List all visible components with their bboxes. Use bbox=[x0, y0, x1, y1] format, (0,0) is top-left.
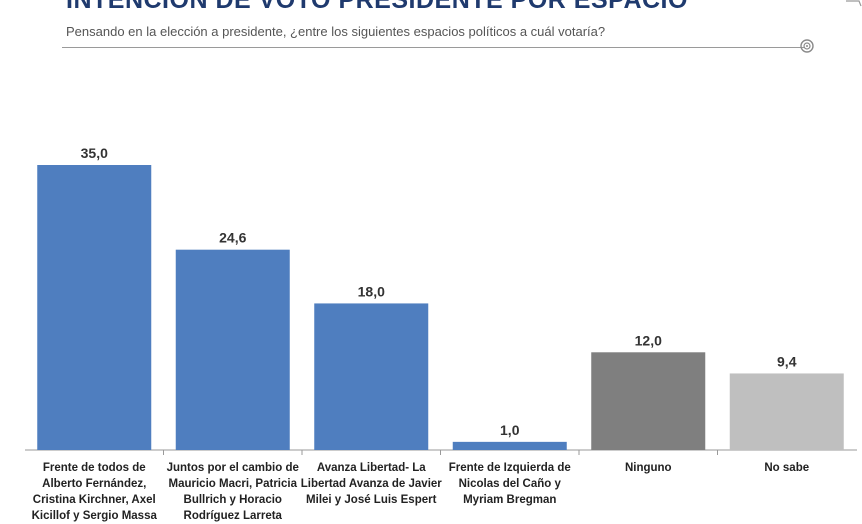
category-label-4-line-2: Nicolas del Caño y bbox=[459, 478, 562, 490]
bar-3 bbox=[314, 303, 429, 450]
category-label-6-line-1: No sabe bbox=[764, 462, 809, 474]
category-label-4-line-3: Myriam Bregman bbox=[463, 494, 556, 506]
data-label-5: 12,0 bbox=[635, 332, 662, 348]
category-label-2-line-3: Bullrich y Horacio bbox=[184, 494, 282, 506]
category-label-2-line-2: Mauricio Macri, Patricia bbox=[169, 478, 298, 490]
swirl-icon bbox=[800, 39, 814, 53]
data-label-6: 9,4 bbox=[777, 353, 797, 369]
category-label-5-line-1: Ninguno bbox=[625, 462, 672, 474]
bar-5 bbox=[591, 352, 706, 450]
category-label-3-line-1: Avanza Libertad- La bbox=[317, 462, 426, 474]
chart-title: INTENCIÓN DE VOTO PRESIDENTE POR ESPACIO bbox=[66, 0, 688, 14]
corner-bracket-icon bbox=[846, 0, 862, 7]
category-label-4-line-1: Frente de Izquierda de bbox=[449, 462, 571, 474]
bar-4 bbox=[452, 441, 567, 450]
category-label-3-line-3: Milei y José Luis Espert bbox=[306, 494, 437, 506]
category-label-1-line-2: Alberto Fernández, bbox=[42, 478, 146, 490]
data-label-1: 35,0 bbox=[81, 145, 108, 161]
bar-6 bbox=[729, 373, 844, 450]
bar-2 bbox=[175, 249, 290, 450]
category-label-1-line-3: Cristina Kirchner, Axel bbox=[33, 494, 156, 506]
category-label-2-line-4: Rodríguez Larreta bbox=[184, 510, 283, 522]
chart-subtitle: Pensando en la elección a presidente, ¿e… bbox=[66, 24, 606, 39]
category-label-1-line-4: Kicillof y Sergio Massa bbox=[32, 510, 158, 522]
category-label-2-line-1: Juntos por el cambio de bbox=[167, 462, 299, 474]
data-label-4: 1,0 bbox=[500, 422, 520, 438]
data-label-3: 18,0 bbox=[358, 283, 385, 299]
category-label-1-line-1: Frente de todos de bbox=[43, 462, 146, 474]
category-label-3-line-2: Libertad Avanza de Javier bbox=[301, 478, 443, 490]
title-divider bbox=[62, 47, 804, 48]
data-label-2: 24,6 bbox=[219, 230, 246, 246]
bar-1 bbox=[37, 165, 152, 450]
